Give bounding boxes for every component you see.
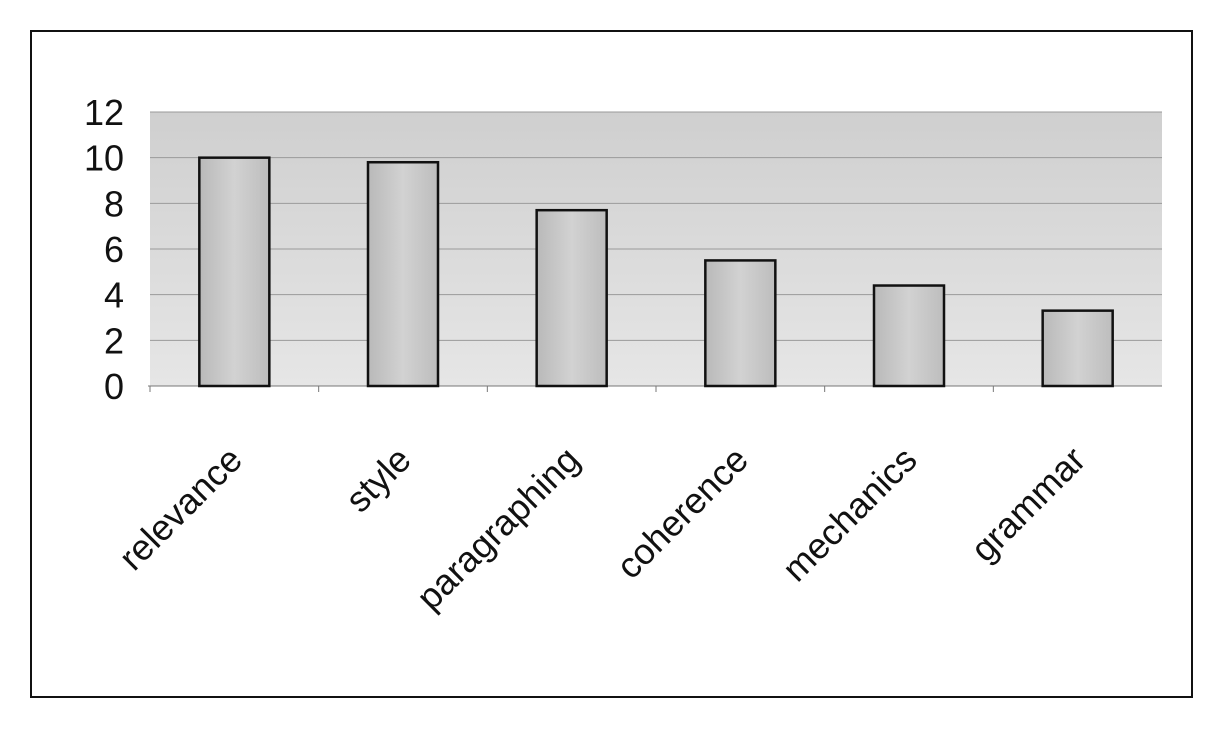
category-label-style: style [337, 439, 418, 520]
category-label-grammar: grammar [962, 439, 1093, 570]
y-tick-label: 2 [104, 320, 124, 361]
y-tick-label: 0 [104, 366, 124, 407]
bar-style [366, 160, 440, 388]
y-tick-label: 12 [84, 92, 124, 133]
y-tick-label: 6 [104, 229, 124, 270]
category-label-coherence: coherence [608, 439, 756, 587]
bar-relevance [198, 156, 271, 388]
category-label-relevance: relevance [111, 439, 250, 578]
gridlines [150, 111, 1162, 341]
category-label-mechanics: mechanics [774, 439, 925, 590]
bar-coherence [704, 259, 777, 388]
bar-mechanics [872, 284, 946, 388]
bars [149, 156, 1114, 392]
y-tick-label: 8 [104, 183, 124, 224]
bar-paragraphing [535, 208, 608, 388]
y-tick-label: 10 [84, 138, 124, 179]
y-tick-label: 4 [104, 275, 124, 316]
y-axis-ticks: 0 24 6 810 12 [84, 92, 124, 407]
bar-grammar [1041, 309, 1114, 388]
category-label-paragraphing: paragraphing [408, 439, 587, 618]
